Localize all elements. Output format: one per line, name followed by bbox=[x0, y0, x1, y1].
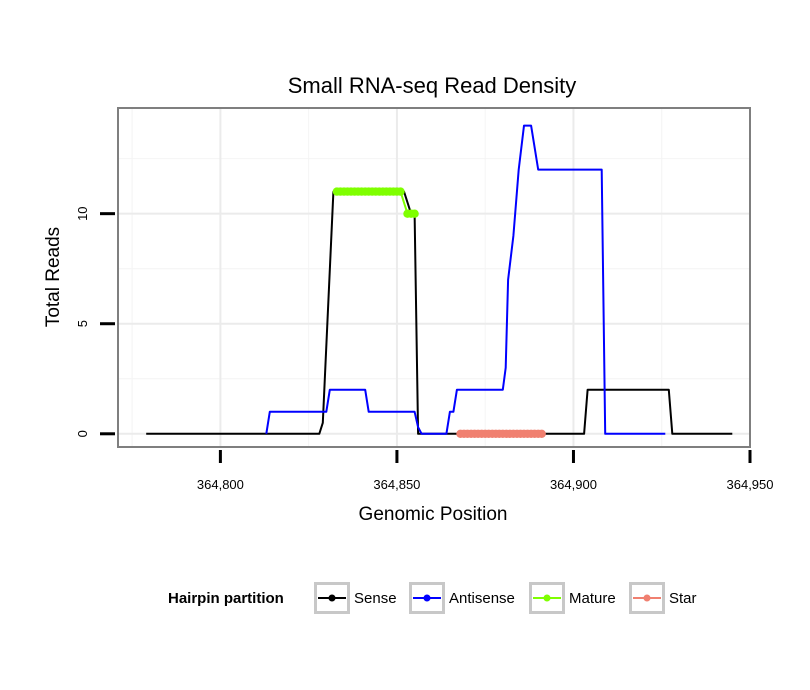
legend-label-sense: Sense bbox=[354, 590, 397, 607]
x-tick-label: 364,950 bbox=[727, 477, 774, 492]
x-tick-label: 364,900 bbox=[550, 477, 597, 492]
legend-key-point bbox=[423, 594, 431, 602]
series-line-sense bbox=[146, 190, 733, 435]
y-tick-label: 0 bbox=[75, 430, 90, 437]
legend-item-mature: Mature bbox=[529, 582, 616, 614]
legend-key-point bbox=[643, 594, 651, 602]
legend-label-antisense: Antisense bbox=[449, 590, 515, 607]
plot-border bbox=[117, 107, 751, 448]
legend-item-star: Star bbox=[629, 582, 697, 614]
plot-panel bbox=[117, 107, 751, 448]
x-tick-label: 364,800 bbox=[197, 477, 244, 492]
data-point-star bbox=[537, 429, 546, 438]
y-axis-label: Total Reads bbox=[43, 227, 64, 327]
series-layer bbox=[146, 124, 733, 438]
series-line-antisense bbox=[265, 124, 666, 435]
data-point-mature bbox=[396, 187, 405, 196]
x-axis: 364,800 364,850 364,900 364,950 bbox=[197, 450, 774, 492]
legend-key-point bbox=[328, 594, 336, 602]
x-tick-label: 364,850 bbox=[373, 477, 420, 492]
y-tick-label: 10 bbox=[75, 206, 90, 220]
legend-label-star: Star bbox=[669, 590, 697, 607]
legend-title: Hairpin partition bbox=[168, 590, 284, 607]
y-tick-label: 5 bbox=[75, 320, 90, 327]
y-axis: 0 5 10 bbox=[75, 206, 115, 437]
legend-item-sense: Sense bbox=[314, 582, 397, 614]
legend-items: Sense Antisense Mature Star bbox=[314, 582, 697, 614]
legend-key-point bbox=[543, 594, 551, 602]
legend-item-antisense: Antisense bbox=[409, 582, 515, 614]
data-point-mature bbox=[410, 209, 419, 218]
x-axis-label: Genomic Position bbox=[359, 504, 508, 525]
legend: Hairpin partition Sense Antisense Mature St… bbox=[168, 582, 697, 614]
legend-label-mature: Mature bbox=[569, 590, 616, 607]
chart-title: Small RNA-seq Read Density bbox=[288, 73, 577, 98]
